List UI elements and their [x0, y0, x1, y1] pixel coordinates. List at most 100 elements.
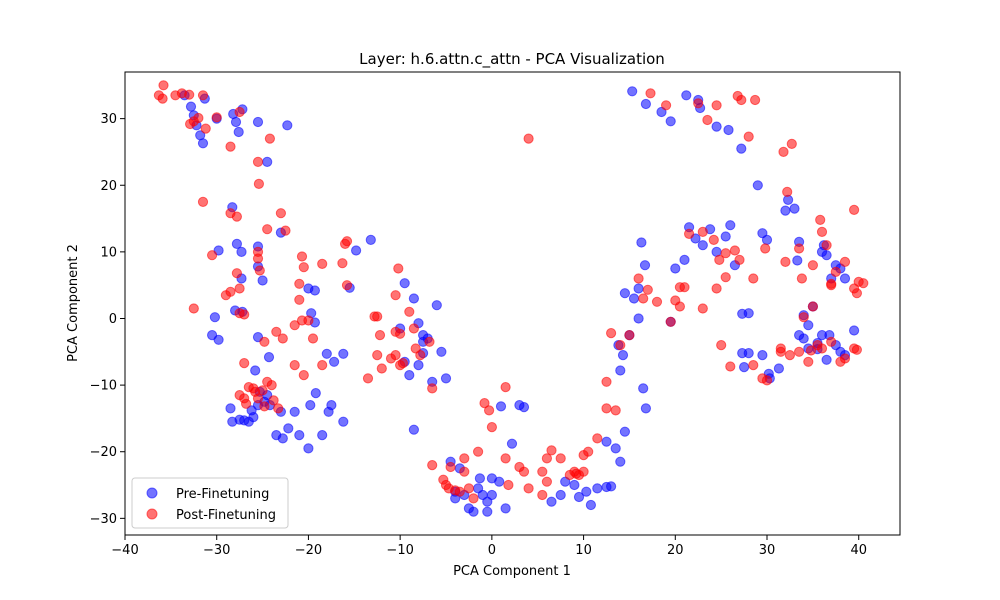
- y-axis-ticks: −30 −20 −10 0 10 20 30: [90, 112, 125, 527]
- post-finetuning-point: [816, 226, 828, 237]
- pre-finetuning-point: [329, 356, 340, 367]
- post-finetuning-point: [830, 266, 841, 277]
- pre-finetuning-point: [720, 231, 731, 242]
- pre-finetuning-point: [197, 138, 209, 149]
- chart-title: Layer: h.6.attn.c_attn - PCA Visualizati…: [359, 50, 665, 69]
- post-finetuning-point: [200, 123, 211, 134]
- post-finetuning-point: [720, 272, 731, 283]
- post-finetuning-point: [362, 373, 374, 384]
- pre-finetuning-point: [761, 234, 773, 245]
- pre-finetuning-point: [697, 240, 708, 251]
- post-finetuning-point: [518, 466, 530, 477]
- pre-finetuning-point: [338, 348, 349, 359]
- pre-finetuning-point: [413, 360, 424, 371]
- pre-finetuning-point: [213, 334, 224, 345]
- x-tick-label: 10: [575, 543, 592, 558]
- pre-finetuning-point: [601, 436, 612, 447]
- pre-finetuning-point: [736, 143, 747, 154]
- post-finetuning-point: [294, 278, 305, 289]
- pre-finetuning-point: [670, 263, 681, 274]
- post-finetuning-point: [337, 258, 348, 269]
- pre-finetuning-point: [636, 237, 647, 248]
- post-finetuning-point: [601, 403, 612, 414]
- post-finetuning-point: [720, 248, 731, 259]
- post-finetuning-point: [231, 211, 242, 222]
- post-finetuning-point: [259, 401, 270, 412]
- pre-finetuning-point: [633, 283, 644, 294]
- post-finetuning-point: [427, 383, 438, 394]
- post-finetuning-point: [294, 294, 305, 305]
- pre-finetuning-point: [277, 433, 288, 444]
- pre-finetuning-point: [408, 293, 419, 304]
- pre-finetuning-point: [752, 180, 763, 191]
- legend-box: [131, 477, 289, 529]
- y-tick-label: 10: [100, 245, 117, 260]
- post-finetuning-point: [679, 282, 690, 293]
- post-finetuning-point: [372, 350, 383, 361]
- pre-finetuning-point: [440, 373, 452, 384]
- post-finetuning-point: [798, 312, 809, 323]
- post-finetuning-point: [503, 479, 514, 491]
- x-tick-label: 30: [759, 543, 776, 558]
- pre-finetuning-point: [257, 275, 268, 286]
- post-finetuning-point: [157, 93, 168, 104]
- post-finetuning-point: [298, 370, 309, 381]
- pre-finetuning-point: [592, 483, 603, 494]
- post-finetuning-point: [702, 114, 713, 126]
- pre-finetuning-point: [250, 365, 261, 376]
- post-finetuning-point: [207, 250, 218, 261]
- pre-finetuning-point: [711, 121, 722, 132]
- post-finetuning-point: [645, 88, 656, 99]
- post-finetuning-point: [395, 360, 406, 371]
- pre-finetuning-point: [757, 350, 768, 361]
- pre-finetuning-point: [283, 423, 294, 434]
- y-axis-label: PCA Component 2: [66, 244, 81, 362]
- post-finetuning-point: [266, 380, 277, 391]
- pre-finetuning-point: [506, 438, 518, 449]
- pre-finetuning-point: [606, 481, 617, 492]
- post-finetuning-point: [807, 260, 819, 271]
- post-finetuning-point: [778, 146, 789, 157]
- pre-finetuning-point: [789, 203, 800, 214]
- x-tick-label: 40: [850, 543, 867, 558]
- post-finetuning-point: [275, 208, 286, 219]
- pre-finetuning-point: [236, 246, 247, 257]
- pre-finetuning-point: [338, 416, 349, 427]
- post-finetuning-point: [390, 290, 401, 301]
- legend-label-post-finetuning: Post-Finetuning: [176, 508, 276, 523]
- post-finetuning-point: [734, 254, 745, 265]
- post-finetuning-point: [578, 466, 589, 477]
- post-finetuning-point: [193, 112, 204, 124]
- pre-finetuning-point: [305, 400, 316, 411]
- post-finetuning-point: [537, 489, 548, 501]
- post-finetuning-point: [273, 403, 284, 414]
- post-finetuning-point: [851, 344, 863, 355]
- pre-finetuning-point: [431, 300, 442, 311]
- pre-finetuning-point: [294, 430, 305, 441]
- y-tick-label: 0: [109, 312, 117, 327]
- post-finetuning-point: [725, 361, 736, 372]
- legend-label-pre-finetuning: Pre-Finetuning: [176, 487, 269, 502]
- pre-finetuning-point: [252, 116, 264, 128]
- pre-finetuning-point: [546, 496, 557, 507]
- pre-finetuning-point: [317, 430, 328, 441]
- post-finetuning-point: [849, 204, 860, 215]
- pre-finetuning-point: [231, 238, 242, 249]
- post-finetuning-point: [239, 358, 250, 369]
- pre-finetuning-point: [365, 234, 376, 245]
- post-finetuning-point: [839, 256, 851, 267]
- pre-finetuning-point: [619, 426, 631, 437]
- post-finetuning-point: [826, 278, 837, 289]
- x-tick-label: −20: [295, 543, 322, 558]
- post-finetuning-point: [268, 395, 279, 406]
- post-finetuning-point: [736, 94, 747, 106]
- post-finetuning-point: [750, 94, 761, 106]
- post-finetuning-point: [262, 224, 273, 235]
- pre-finetuning-point: [230, 116, 242, 128]
- pre-finetuning-point: [436, 346, 447, 357]
- pre-finetuning-point: [399, 278, 410, 289]
- y-tick-label: 20: [100, 179, 117, 194]
- post-finetuning-point: [296, 251, 308, 262]
- post-finetuning-point: [711, 283, 722, 294]
- post-finetuning-point: [454, 486, 465, 497]
